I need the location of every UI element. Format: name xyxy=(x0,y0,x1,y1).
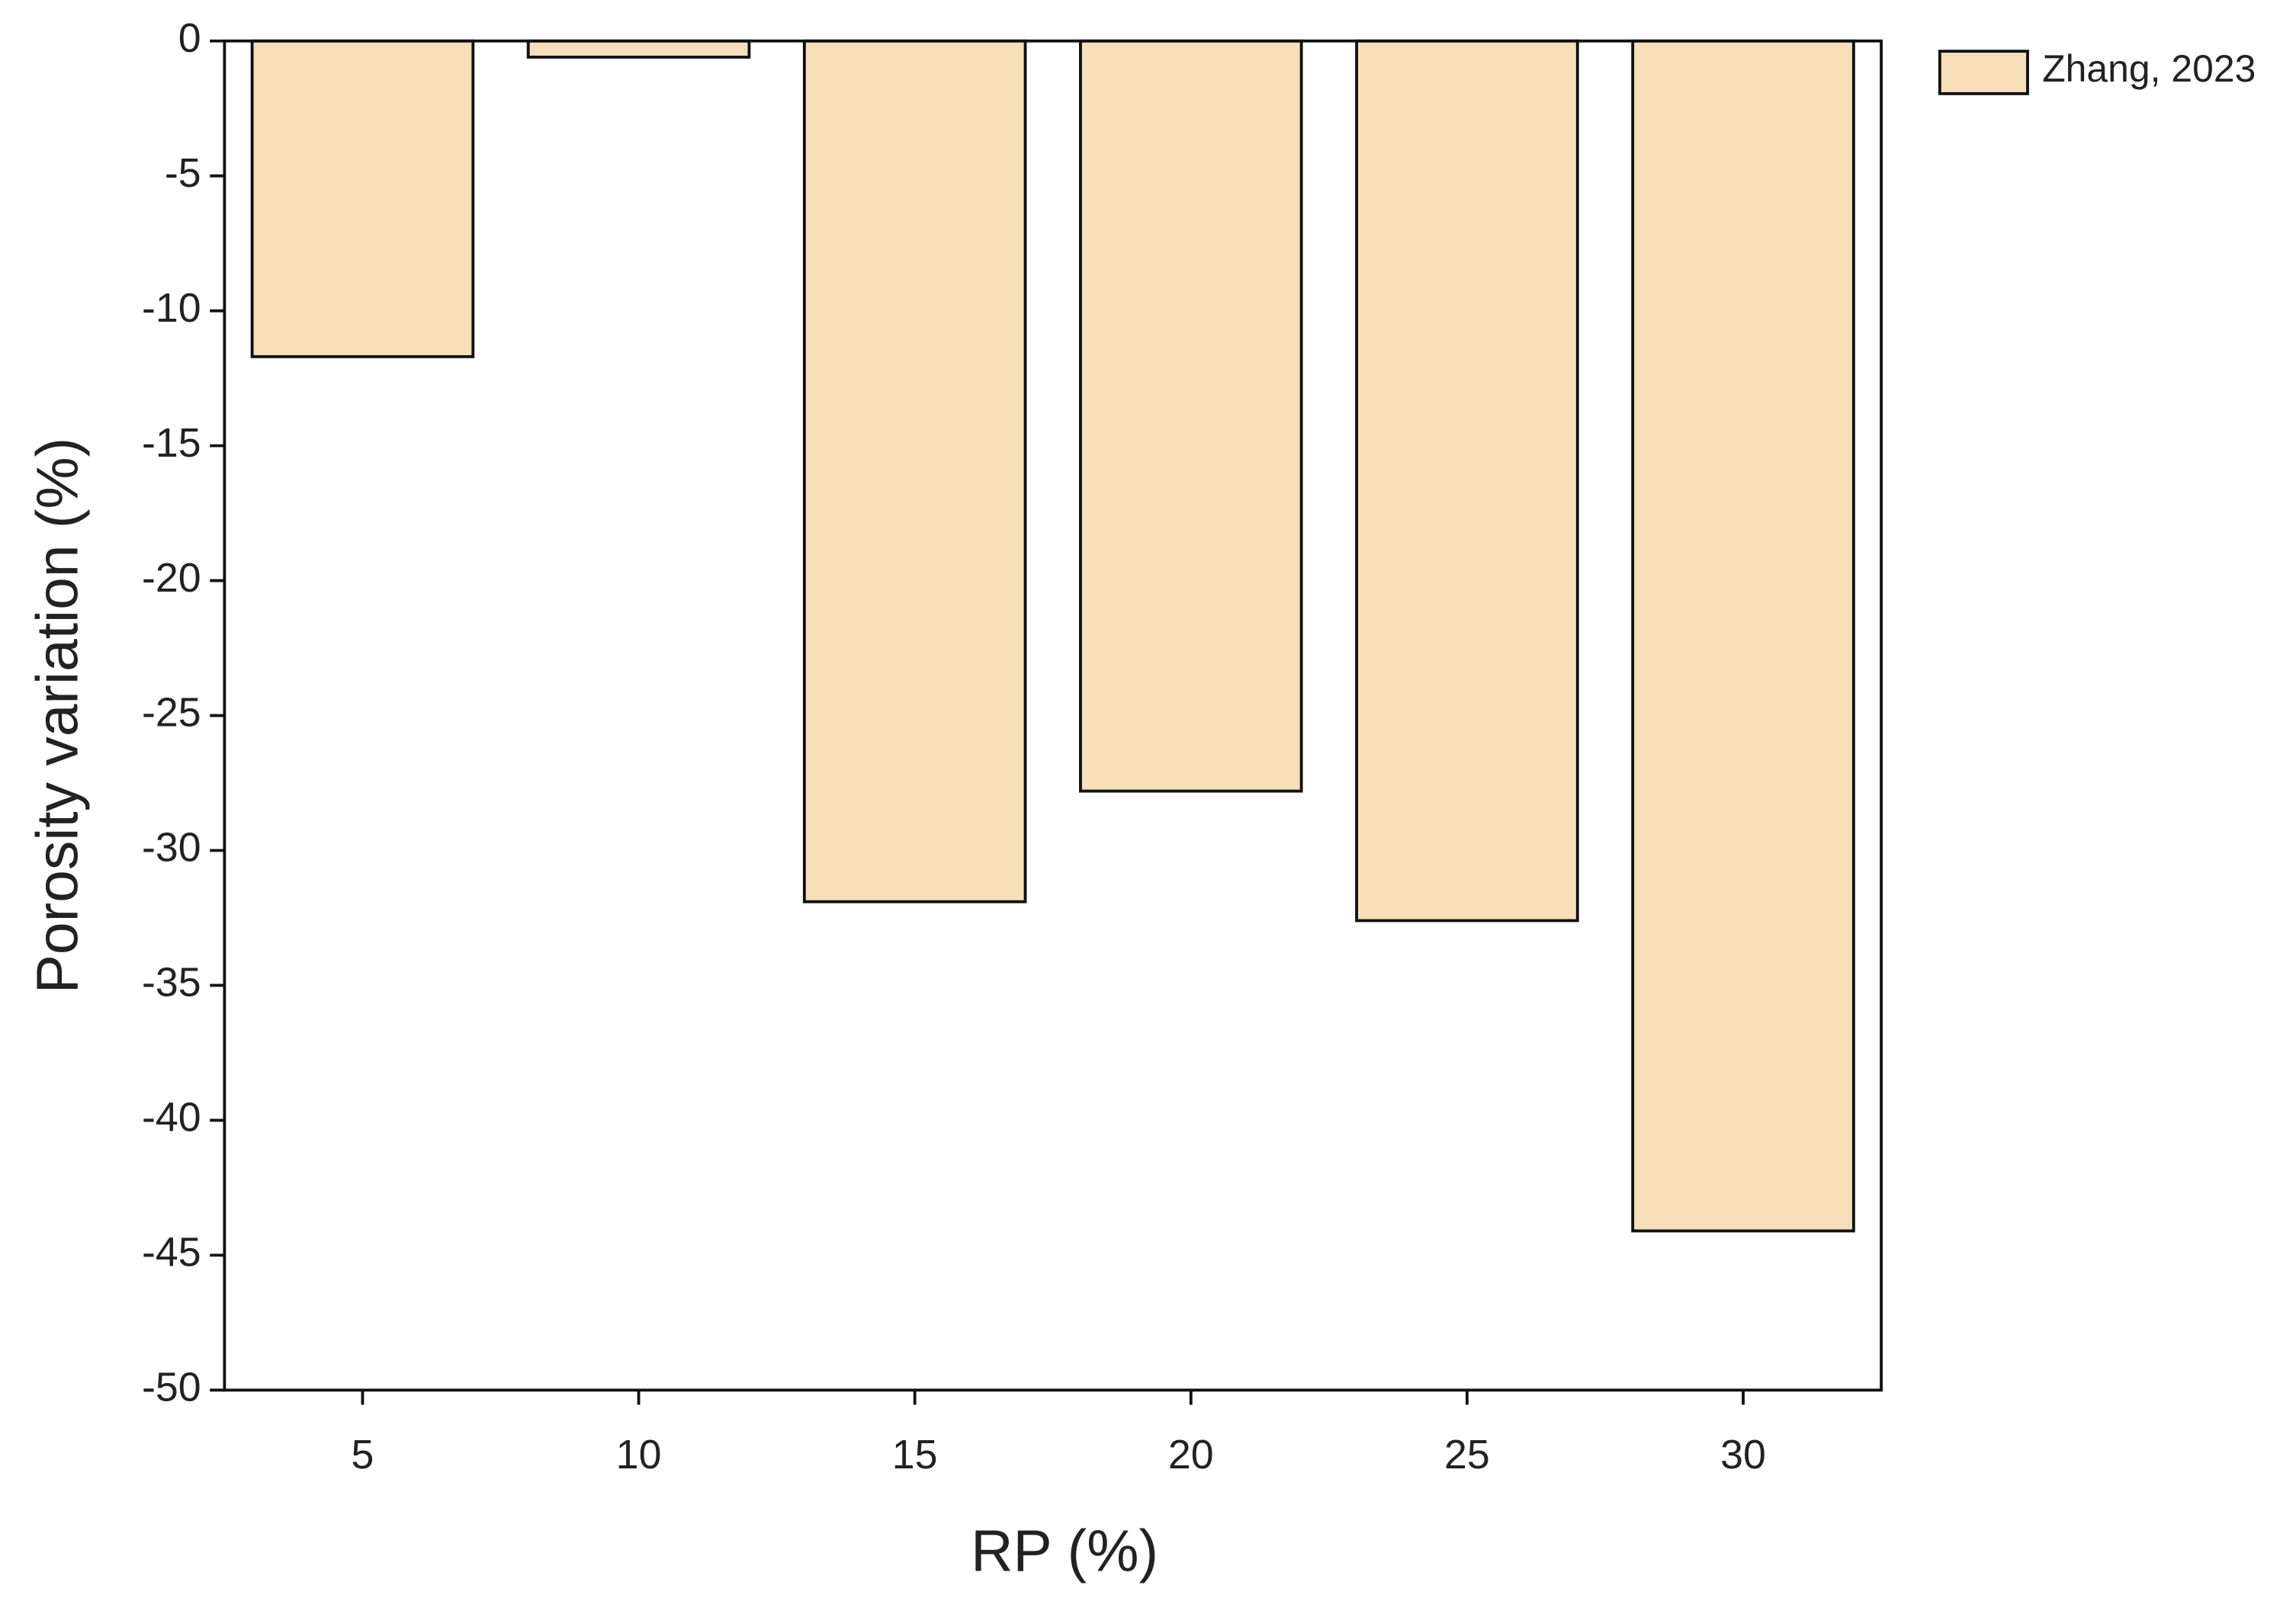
legend-label: Zhang, 2023 xyxy=(2042,47,2256,90)
y-tick-label: -25 xyxy=(142,690,201,736)
bar xyxy=(802,39,1027,903)
y-tick-label: -10 xyxy=(142,285,201,331)
bar xyxy=(1631,39,1855,1233)
x-tick-label: 20 xyxy=(1168,1432,1214,1478)
y-tick-label: -5 xyxy=(165,150,201,196)
x-tick-label: 30 xyxy=(1720,1432,1766,1478)
y-tick-label: -50 xyxy=(142,1365,201,1410)
bar xyxy=(250,39,475,358)
y-tick-label: -20 xyxy=(142,555,201,601)
x-tick-label: 15 xyxy=(892,1432,938,1478)
x-axis-title: RP (%) xyxy=(971,1519,1158,1584)
y-tick-label: -35 xyxy=(142,960,201,1006)
y-tick-label: 0 xyxy=(178,15,201,61)
y-tick-label: -15 xyxy=(142,420,201,466)
y-tick-label: -45 xyxy=(142,1230,201,1275)
bar xyxy=(526,39,751,59)
x-tick-label: 10 xyxy=(616,1432,662,1478)
legend-swatch xyxy=(1938,50,2029,95)
y-tick-label: -30 xyxy=(142,825,201,871)
bar xyxy=(1355,39,1579,923)
x-tick-label: 25 xyxy=(1444,1432,1490,1478)
x-tick-label: 5 xyxy=(352,1432,374,1478)
y-tick-label: -40 xyxy=(142,1095,201,1141)
bar xyxy=(1079,39,1303,793)
y-axis-title: Porosity variation (%) xyxy=(26,438,91,994)
